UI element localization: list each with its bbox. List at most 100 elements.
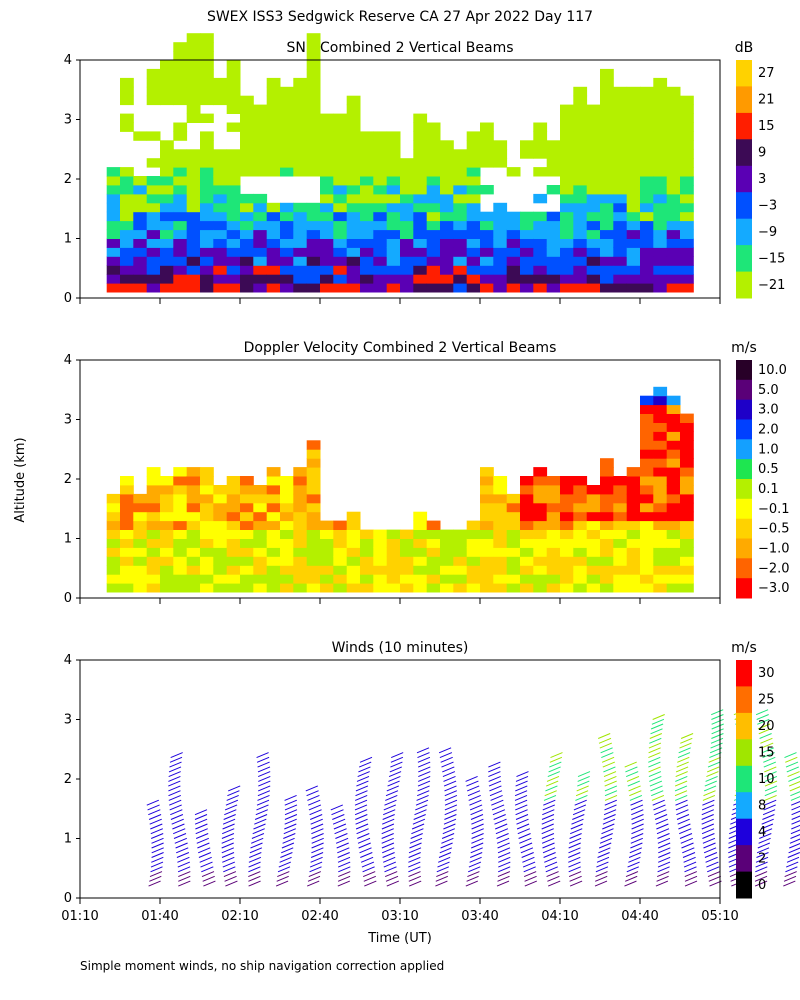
heat-cell <box>373 583 388 593</box>
heat-cell <box>133 502 148 513</box>
heat-cell <box>360 158 374 168</box>
heat-cell <box>226 238 241 248</box>
wind-barb <box>226 794 239 801</box>
heat-cell <box>280 529 294 539</box>
heat-cell <box>666 520 681 530</box>
heat-cell <box>466 538 481 548</box>
heat-cell <box>400 256 414 266</box>
heat-cell <box>600 104 614 114</box>
heat-cell <box>666 413 681 423</box>
heat-cell <box>306 485 321 495</box>
heat-cell <box>106 556 121 566</box>
wind-barb <box>354 804 368 811</box>
wind-barb <box>678 747 691 754</box>
heat-cell <box>133 256 148 266</box>
heat-cell <box>573 211 588 222</box>
heat-cell <box>640 547 654 557</box>
heat-cell <box>386 211 401 222</box>
wind-barb <box>577 771 591 778</box>
colorbar-swatch <box>736 518 752 539</box>
heat-cell <box>680 167 694 177</box>
heat-cell <box>600 113 614 123</box>
heat-cell <box>546 574 561 584</box>
heat-cell <box>240 211 254 222</box>
heat-cell <box>453 167 468 177</box>
heat-cell <box>160 547 174 557</box>
heat-cell <box>586 140 601 150</box>
heat-cell <box>546 229 561 239</box>
wind-barb <box>783 880 796 887</box>
heat-cell <box>120 113 134 123</box>
heat-cell <box>573 493 588 504</box>
heat-cell <box>226 247 241 257</box>
heat-cell <box>160 583 174 593</box>
wind-barb <box>648 756 661 763</box>
heat-cell <box>680 467 694 477</box>
wind-barb <box>147 804 160 811</box>
wind-barb <box>436 871 449 878</box>
heat-cell <box>253 511 268 522</box>
heat-cell <box>640 229 654 239</box>
heat-cell <box>600 467 614 477</box>
heat-cell <box>520 140 534 150</box>
heat-cell <box>573 104 588 114</box>
wind-barb <box>257 766 271 773</box>
y-tick-label: 4 <box>64 53 72 68</box>
wind-barb <box>649 780 663 787</box>
heat-cell <box>626 556 641 566</box>
colorbar-label: 25 <box>758 693 775 708</box>
heat-cell <box>453 220 468 231</box>
heat-cell <box>533 574 548 584</box>
heat-cell <box>506 511 521 522</box>
heat-cell <box>653 476 668 486</box>
wind-barb <box>577 780 590 787</box>
heat-cell <box>400 185 414 195</box>
heat-cell <box>306 229 321 239</box>
y-tick-label: 1 <box>64 232 72 247</box>
heat-cell <box>680 422 694 432</box>
heat-cell <box>160 247 174 257</box>
wind-barb <box>418 766 431 773</box>
heat-cell <box>480 476 494 486</box>
wind-barb <box>331 809 344 816</box>
heat-cell <box>666 104 681 114</box>
heat-cell <box>280 493 294 504</box>
heat-cell <box>253 274 268 284</box>
wind-barb <box>221 837 234 844</box>
heat-cell <box>573 538 588 548</box>
colorbar-label: 3 <box>758 172 766 187</box>
wind-barb <box>763 761 776 768</box>
wind-barb <box>168 771 181 778</box>
heat-cell <box>333 529 348 539</box>
heat-cell <box>346 229 361 239</box>
heat-cell <box>226 574 241 584</box>
wind-barb <box>568 866 581 873</box>
wind-barb <box>648 766 661 773</box>
heat-cell <box>560 556 574 566</box>
colorbar-swatch <box>736 712 752 740</box>
heat-cell <box>653 229 668 239</box>
heat-cell <box>466 202 481 213</box>
heat-cell <box>520 247 534 257</box>
heat-cell <box>386 256 401 266</box>
heat-cell <box>186 238 201 248</box>
heat-cell <box>240 131 254 141</box>
heat-cell <box>306 493 321 504</box>
heat-cell <box>413 538 428 548</box>
heat-cell <box>680 574 694 584</box>
heat-cell <box>320 265 334 275</box>
heat-cell <box>120 520 134 530</box>
heat-cell <box>426 256 441 266</box>
heat-cell <box>293 86 308 97</box>
wind-barb <box>488 775 501 782</box>
heat-cell <box>346 283 361 293</box>
heat-cell <box>226 77 241 88</box>
heat-cell <box>266 220 281 231</box>
heat-cell <box>293 140 308 150</box>
heat-cell <box>440 556 454 566</box>
heat-cell <box>200 467 214 477</box>
y-tick-label: 1 <box>64 832 72 847</box>
wind-barb <box>408 871 421 878</box>
colorbar-label: 21 <box>758 93 775 108</box>
colorbar-label: 5.0 <box>758 383 779 398</box>
